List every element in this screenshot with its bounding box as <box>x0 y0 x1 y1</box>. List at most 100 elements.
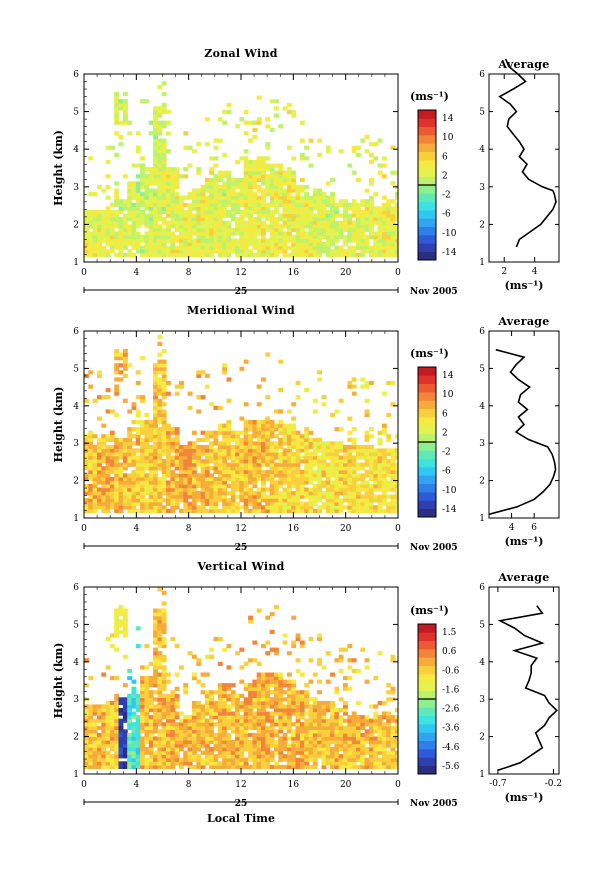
colorbar-tick-label: 10 <box>442 390 454 400</box>
x-tick-label: 12 <box>235 524 246 534</box>
colorbar-segment <box>418 218 436 227</box>
date-label: 25 <box>235 799 248 809</box>
x-tick-label: 20 <box>340 268 352 278</box>
average-y-tick-label: 1 <box>479 258 485 268</box>
average-frame <box>488 73 560 263</box>
x-tick-label: 12 <box>235 268 246 278</box>
x-tick-label: 0 <box>395 524 401 534</box>
colorbar-segment <box>418 475 436 484</box>
x-tick-label: 16 <box>288 524 300 534</box>
y-tick-label: 1 <box>73 770 79 780</box>
x-tick-label: 8 <box>186 524 192 534</box>
x-tick-label: 16 <box>288 780 300 790</box>
colorbar-tick-label: 6 <box>442 409 448 419</box>
colorbar-segment <box>418 126 436 136</box>
colorbar-segment <box>418 118 436 127</box>
colorbar-segment <box>418 160 436 169</box>
x-tick-label: 20 <box>340 524 352 534</box>
y-tick-label: 4 <box>73 145 79 155</box>
colorbar-segment <box>418 757 436 766</box>
colorbar-segment <box>418 143 436 152</box>
y-tick-label: 2 <box>73 733 79 743</box>
colorbar-tick-label: -2.6 <box>442 705 460 715</box>
average-y-tick-label: 3 <box>479 439 485 449</box>
colorbar-segment <box>418 193 436 202</box>
average-y-tick-label: 5 <box>479 364 485 374</box>
colorbar-segment <box>418 467 436 476</box>
colorbar-segment <box>418 508 436 518</box>
colorbar-segment <box>418 632 436 641</box>
average-x-tick-label: 2 <box>501 267 507 277</box>
colorbar-segment <box>418 458 436 468</box>
colorbar-tick-label: -5.6 <box>442 762 460 772</box>
colorbar-segment <box>418 649 436 658</box>
panel-title: Vertical Wind <box>196 560 284 573</box>
colorbar-tick-label: -10 <box>442 486 457 496</box>
y-tick-label: 1 <box>73 258 79 268</box>
x-tick-label: 8 <box>186 268 192 278</box>
average-y-tick-label: 3 <box>479 183 485 193</box>
colorbar-tick-label: -1.6 <box>442 685 460 695</box>
colorbar-segment <box>418 201 436 211</box>
colorbar-tick-label: -3.6 <box>442 724 460 734</box>
colorbar-segment <box>418 392 436 401</box>
average-y-tick-label: 2 <box>479 477 485 487</box>
average-y-tick-label: 2 <box>479 220 485 230</box>
colorbar-segment <box>418 690 436 700</box>
y-tick-label: 3 <box>73 695 79 705</box>
month-label: Nov 2005 <box>410 287 458 297</box>
colorbar-segment <box>418 749 436 758</box>
y-tick-label: 4 <box>73 402 79 412</box>
colorbar-tick-label: -14 <box>442 505 457 515</box>
average-x-tick-label: 4 <box>509 523 515 533</box>
colorbar-segment <box>418 168 436 177</box>
colorbar-segment <box>418 433 436 443</box>
heatmap-field <box>84 74 398 257</box>
y-tick-label: 5 <box>73 620 79 630</box>
colorbar-segment <box>418 657 436 666</box>
colorbar-tick-label: -6 <box>442 467 451 477</box>
colorbar-segment <box>418 185 436 194</box>
y-tick-label: 3 <box>73 183 79 193</box>
colorbar-tick-label: -0.6 <box>442 666 460 676</box>
colorbar-segment <box>418 210 436 219</box>
colorbar-segment <box>418 707 436 716</box>
colorbar-unit: (ms⁻¹) <box>410 90 449 103</box>
colorbar-segment <box>418 375 436 384</box>
y-axis-label: Height (km) <box>52 643 65 719</box>
colorbar-tick-label: -4.6 <box>442 743 460 753</box>
colorbar-tick-label: 10 <box>442 133 454 143</box>
y-tick-label: 2 <box>73 220 79 230</box>
average-x-tick-label: -0.7 <box>489 779 507 789</box>
average-y-tick-label: 5 <box>479 108 485 118</box>
y-axis-label: Height (km) <box>52 130 65 206</box>
y-tick-label: 5 <box>73 364 79 374</box>
colorbar-segment <box>418 408 436 418</box>
colorbar-segment <box>418 732 436 741</box>
average-frame <box>488 586 560 775</box>
month-label: Nov 2005 <box>410 543 458 553</box>
colorbar-unit: (ms⁻¹) <box>410 347 449 360</box>
y-axis-label: Height (km) <box>52 387 65 463</box>
x-tick-label: 16 <box>288 268 300 278</box>
average-profile-line <box>497 605 558 772</box>
colorbar-segment <box>418 135 436 144</box>
average-y-tick-label: 4 <box>479 145 485 155</box>
colorbar-tick-label: 6 <box>442 152 448 162</box>
x-tick-label: 0 <box>395 780 401 790</box>
average-unit: (ms⁻¹) <box>505 791 544 804</box>
y-tick-label: 4 <box>73 658 79 668</box>
colorbar-tick-label: -6 <box>442 210 451 220</box>
colorbar-segment <box>418 400 436 409</box>
average-frame <box>488 330 560 519</box>
x-tick-label: 0 <box>395 268 401 278</box>
colorbar-tick-label: -10 <box>442 229 457 239</box>
date-label: 25 <box>235 543 248 553</box>
x-tick-label: 20 <box>340 780 352 790</box>
x-tick-label: 0 <box>81 524 87 534</box>
date-label: 25 <box>235 287 248 297</box>
colorbar-segment <box>418 682 436 691</box>
average-y-tick-label: 6 <box>479 583 485 593</box>
